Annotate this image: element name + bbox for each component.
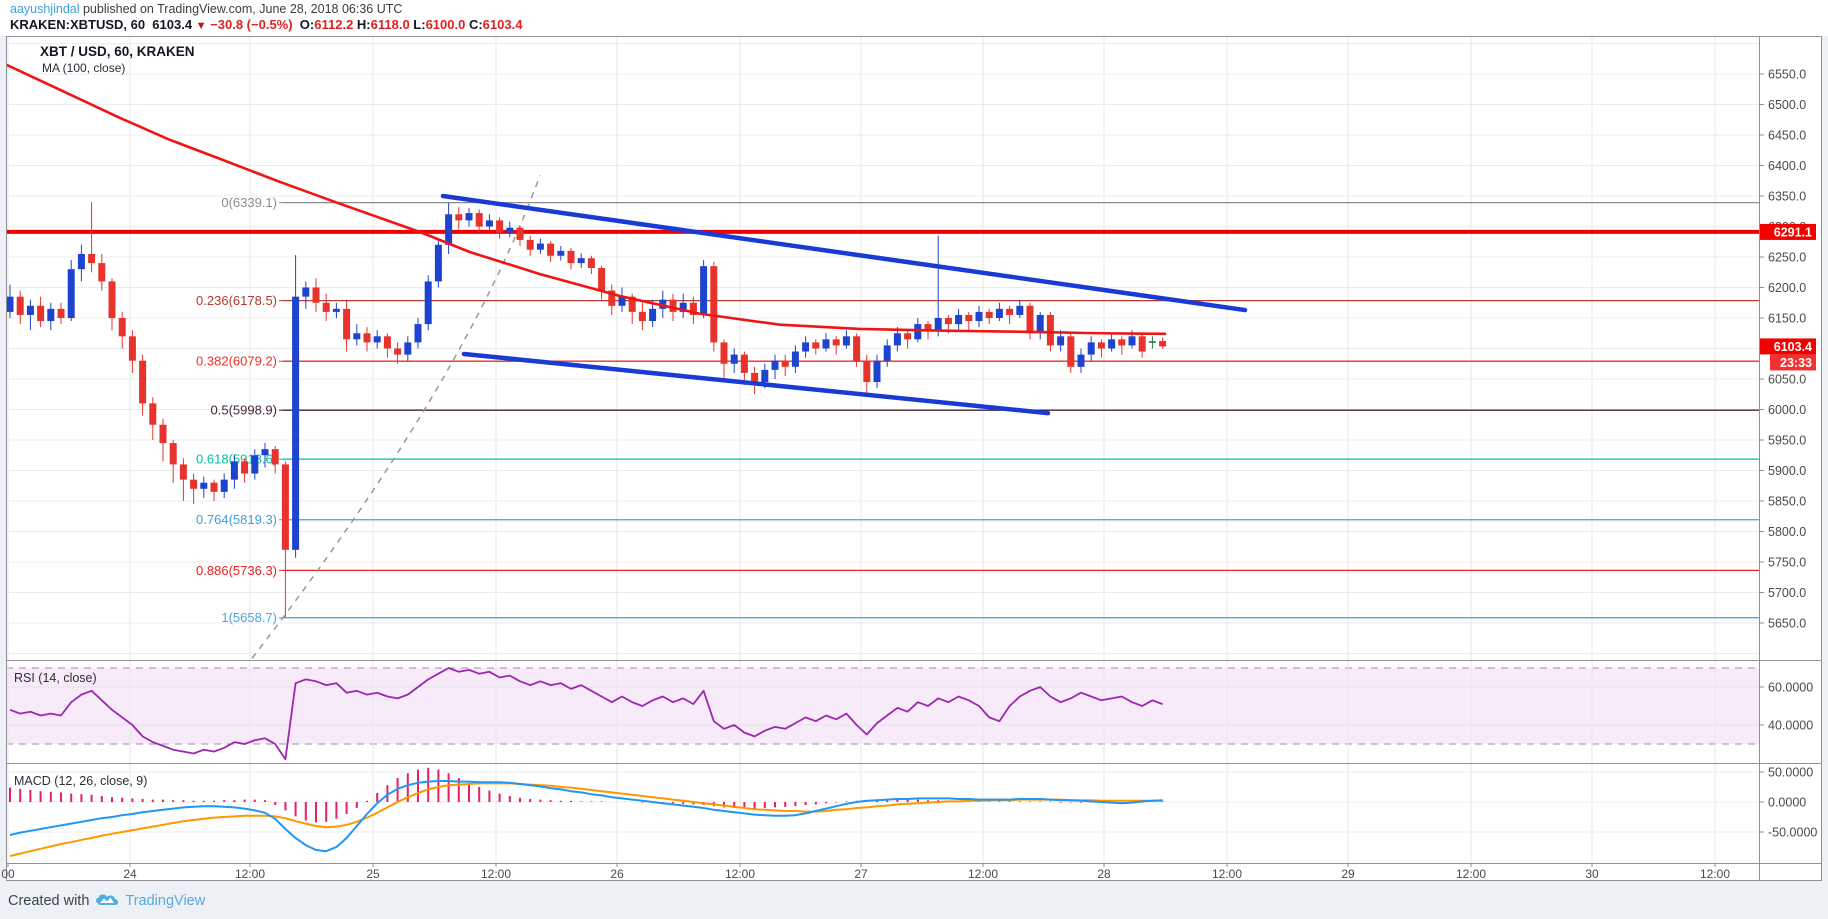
svg-text:6450.0: 6450.0 [1768, 129, 1806, 143]
svg-text:6550.0: 6550.0 [1768, 68, 1806, 82]
rsi-indicator-label[interactable]: RSI (14, close) [14, 671, 97, 685]
svg-text:5800.0: 5800.0 [1768, 525, 1806, 539]
close-label: C: [468, 17, 483, 32]
svg-text:6200.0: 6200.0 [1768, 281, 1806, 295]
time-axis[interactable]: 00 24 12:00 25 12:00 26 12:00 27 12:00 28 12:00 29 1… [1, 863, 1730, 881]
svg-text:12:00: 12:00 [725, 867, 755, 881]
svg-text:00: 00 [1, 867, 15, 881]
svg-text:0(6339.1): 0(6339.1) [221, 195, 277, 210]
low-value: 6100.0 [425, 17, 469, 32]
low-label: L: [413, 17, 426, 32]
svg-text:12:00: 12:00 [235, 867, 265, 881]
svg-text:0.5(5998.9): 0.5(5998.9) [211, 403, 278, 418]
open-value: 6112.2 [314, 17, 357, 32]
pane-borders [6, 36, 1822, 881]
high-label: H: [356, 17, 371, 32]
svg-text:6000.0: 6000.0 [1768, 403, 1806, 417]
chart-background [6, 36, 1822, 881]
main-pane[interactable] [0, 62, 1759, 659]
svg-text:26: 26 [610, 867, 624, 881]
svg-text:23:33: 23:33 [1780, 356, 1812, 370]
svg-text:6250.0: 6250.0 [1768, 251, 1806, 265]
svg-text:25: 25 [366, 867, 380, 881]
symbol-title: KRAKEN:XBTUSD, 60 [10, 17, 153, 32]
svg-text:12:00: 12:00 [1700, 867, 1730, 881]
svg-text:0.0000: 0.0000 [1768, 796, 1806, 810]
svg-text:6103.4: 6103.4 [1774, 340, 1812, 354]
last-price: 6103.4 [152, 17, 196, 32]
svg-text:0.764(5819.3): 0.764(5819.3) [196, 512, 277, 527]
price-change: −30.8 (−0.5%) [206, 17, 300, 32]
price-badges: 6291.1 6103.4 23:33 [1760, 223, 1816, 371]
svg-text:6050.0: 6050.0 [1768, 373, 1806, 387]
open-label: O: [299, 17, 315, 32]
svg-text:6350.0: 6350.0 [1768, 190, 1806, 204]
publish-text: published on TradingView.com, June 28, 2… [79, 2, 403, 16]
svg-text:12:00: 12:00 [481, 867, 511, 881]
svg-text:50.0000: 50.0000 [1768, 766, 1813, 780]
tradingview-brand-link[interactable]: TradingView [125, 893, 206, 909]
svg-text:5850.0: 5850.0 [1768, 495, 1806, 509]
created-with-text: Created with [8, 893, 90, 909]
publish-line: aayushjindal published on TradingView.co… [10, 2, 402, 16]
svg-text:5750.0: 5750.0 [1768, 556, 1806, 570]
svg-text:12:00: 12:00 [1212, 867, 1242, 881]
svg-text:60.0000: 60.0000 [1768, 681, 1813, 695]
ma-indicator-label[interactable]: MA (100, close) [42, 61, 126, 75]
chart-watermark-title: XBT / USD, 60, KRAKEN [40, 44, 195, 59]
svg-text:6150.0: 6150.0 [1768, 312, 1806, 326]
svg-text:0.886(5736.3): 0.886(5736.3) [196, 563, 277, 578]
svg-text:30: 30 [1585, 867, 1599, 881]
tradingview-logo-icon[interactable] [96, 893, 119, 909]
svg-text:12:00: 12:00 [1456, 867, 1486, 881]
svg-text:40.0000: 40.0000 [1768, 719, 1813, 733]
svg-text:0.382(6079.2): 0.382(6079.2) [196, 354, 277, 369]
svg-text:5900.0: 5900.0 [1768, 464, 1806, 478]
svg-text:28: 28 [1097, 867, 1111, 881]
close-value: 6103.4 [482, 17, 523, 32]
rsi-pane[interactable] [9, 667, 1163, 761]
svg-text:24: 24 [123, 867, 137, 881]
svg-text:-50.0000: -50.0000 [1768, 826, 1817, 840]
macd-indicator-label[interactable]: MACD (12, 26, close, 9) [14, 774, 148, 788]
svg-text:29: 29 [1341, 867, 1355, 881]
high-value: 6118.0 [370, 17, 414, 32]
svg-text:6500.0: 6500.0 [1768, 98, 1806, 112]
svg-text:1(5658.7): 1(5658.7) [221, 610, 277, 625]
svg-text:5950.0: 5950.0 [1768, 434, 1806, 448]
down-arrow-icon: ▼ [195, 20, 207, 32]
svg-text:5700.0: 5700.0 [1768, 586, 1806, 600]
svg-text:12:00: 12:00 [968, 867, 998, 881]
footer-branding: Created with TradingView [8, 889, 205, 913]
svg-text:6400.0: 6400.0 [1768, 159, 1806, 173]
symbol-info-line: KRAKEN:XBTUSD, 60 6103.4 ▼ −30.8 (−0.5%)… [10, 17, 522, 32]
svg-text:6291.1: 6291.1 [1774, 225, 1812, 239]
svg-text:5650.0: 5650.0 [1768, 617, 1806, 631]
author-link[interactable]: aayushjindal [10, 2, 80, 16]
publish-info-bar: aayushjindal published on TradingView.co… [0, 0, 1828, 36]
svg-text:0.236(6178.5): 0.236(6178.5) [196, 293, 277, 308]
macd-pane[interactable] [9, 767, 1164, 857]
svg-text:27: 27 [854, 867, 868, 881]
gridlines [6, 36, 1759, 863]
